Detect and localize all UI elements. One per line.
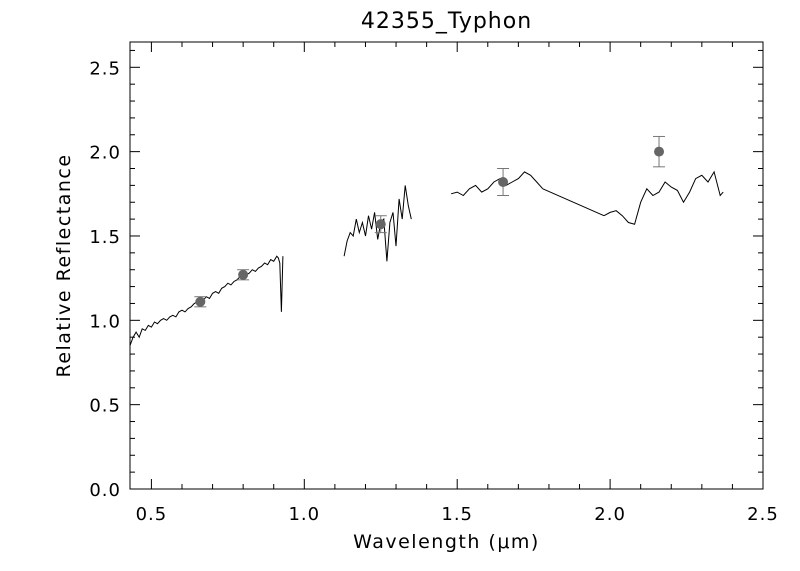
spectrum-line [542, 188, 605, 217]
y-axis: 0.0 0.5 1.0 1.5 2.0 2.5 [89, 49, 763, 501]
photometry-point [195, 296, 206, 307]
x-tick-label: 2.5 [747, 504, 779, 525]
y-tick-label: 0.5 [89, 396, 121, 417]
y-tick-label: 0.0 [89, 480, 121, 501]
y-tick-label: 1.0 [89, 311, 121, 332]
x-tick-label: 2.0 [594, 504, 626, 525]
spectrum-line [450, 171, 544, 197]
spectrum-line [603, 170, 724, 225]
spectrum-line [129, 255, 284, 346]
plot-border [129, 41, 764, 490]
x-tick-label: 1.5 [441, 504, 473, 525]
y-tick-label: 2.0 [89, 143, 121, 164]
plot-frame [129, 41, 764, 490]
y-tick-label: 2.5 [89, 58, 121, 79]
photometry-point [238, 269, 249, 280]
photometry-series [194, 135, 666, 308]
x-axis: 0.5 1.0 1.5 2.0 2.5 [136, 42, 779, 525]
spectrum-line [343, 185, 412, 262]
photometry-point [375, 219, 386, 230]
x-tick-label: 0.5 [136, 504, 168, 525]
x-axis-label: Wavelength (μm) [353, 531, 540, 553]
y-axis-label: Relative Reflectance [53, 153, 75, 377]
photometry-point [654, 146, 665, 157]
x-tick-label: 1.0 [288, 504, 320, 525]
chart-title: 42355_Typhon [361, 9, 532, 34]
photometry-point [498, 177, 509, 188]
y-tick-label: 1.5 [89, 227, 121, 248]
spectrum-series [129, 170, 724, 346]
